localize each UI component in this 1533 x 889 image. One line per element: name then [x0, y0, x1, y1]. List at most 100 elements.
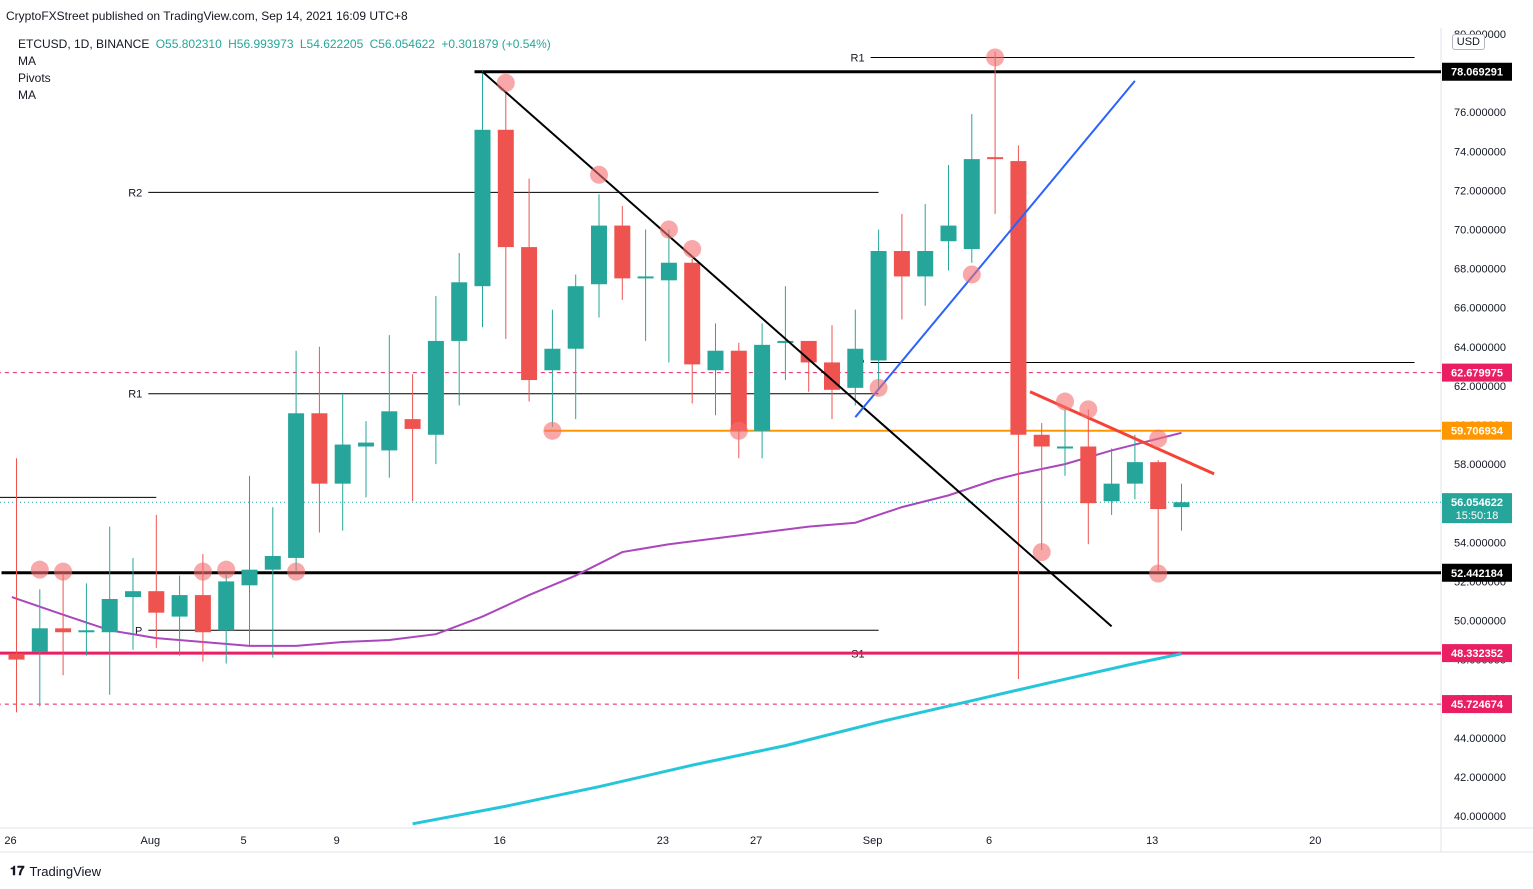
candle-body: [171, 595, 188, 617]
candle-body: [55, 628, 72, 633]
pivot-label: R1: [128, 389, 142, 401]
candle: [800, 340, 817, 392]
y-tick-label: 66.000000: [1454, 303, 1506, 315]
candle: [311, 346, 328, 533]
pivot-label: R2: [128, 187, 142, 199]
touch-marker: [683, 240, 702, 259]
y-tick-label: 68.000000: [1454, 264, 1506, 276]
candle-body: [334, 444, 351, 484]
touch-marker: [1149, 429, 1168, 448]
candle-body: [987, 157, 1004, 160]
x-tick-label: Sep: [863, 835, 883, 847]
candle-body: [31, 628, 48, 652]
candle-body: [194, 595, 211, 633]
touch-marker: [287, 562, 306, 581]
candle: [684, 258, 701, 404]
price-label-text: 78.069291: [1451, 67, 1503, 79]
candle: [171, 575, 188, 656]
ma-mid-line: [11, 431, 1182, 647]
candle-body: [1080, 446, 1097, 504]
x-tick-label: 16: [494, 835, 506, 847]
candle: [1173, 483, 1190, 531]
indicator-pivots[interactable]: Pivots: [18, 71, 51, 85]
candle-body: [358, 442, 374, 447]
candle: [963, 114, 980, 263]
candle: [334, 393, 351, 531]
candle: [847, 309, 864, 406]
candle-body: [544, 348, 561, 371]
y-tick-label: 50.000000: [1454, 616, 1506, 628]
touch-marker: [193, 562, 212, 581]
candle: [1103, 448, 1120, 515]
touch-marker: [590, 165, 608, 184]
price-label-text: 62.679975: [1451, 368, 1503, 380]
candle-body: [381, 411, 398, 451]
y-tick-label: 44.000000: [1454, 733, 1506, 745]
x-tick-label: 9: [334, 835, 340, 847]
price-label-text: 48.332352: [1451, 648, 1503, 660]
candle-body: [614, 225, 631, 279]
candle-body: [1033, 434, 1050, 447]
trendline: [481, 70, 1113, 628]
candle-body: [288, 413, 305, 558]
change-value: +0.301879 (+0.54%): [441, 37, 551, 51]
candle: [1057, 409, 1073, 476]
candle-body: [591, 225, 607, 285]
candle: [451, 252, 468, 406]
candle: [940, 164, 957, 271]
y-tick-label: 62.000000: [1454, 381, 1506, 393]
high-value: H56.993973: [228, 37, 294, 51]
candle: [125, 557, 141, 650]
touch-marker: [729, 421, 748, 440]
touch-marker: [30, 560, 49, 579]
low-value: L54.622205: [299, 37, 364, 51]
x-tick-label: 27: [750, 835, 762, 847]
touch-marker: [1056, 392, 1074, 411]
touch-marker: [496, 73, 515, 92]
touch-marker: [869, 378, 888, 397]
candle: [241, 475, 258, 646]
price-label-box: [1442, 695, 1512, 714]
candle-body: [311, 413, 328, 484]
candle: [404, 374, 421, 502]
candle: [1150, 460, 1167, 572]
candle: [754, 323, 771, 459]
candle: [358, 421, 374, 498]
price-label-box: [1442, 363, 1512, 382]
candle-body: [660, 262, 677, 281]
symbol-label[interactable]: ETCUSD, 1D, BINANCE: [18, 37, 150, 51]
candle-body: [241, 569, 258, 586]
price-label-box: [1442, 421, 1512, 440]
touch-marker: [659, 220, 678, 239]
candle-body: [567, 286, 584, 349]
indicator-ma-2[interactable]: MA: [18, 88, 36, 102]
candle: [893, 213, 910, 320]
touch-marker: [986, 48, 1005, 67]
candle-body: [1057, 446, 1073, 449]
candle-body: [101, 598, 118, 633]
candle: [55, 573, 72, 676]
touch-marker: [1149, 564, 1168, 583]
candle: [591, 194, 607, 318]
candle-body: [730, 350, 747, 431]
touch-marker: [54, 562, 73, 581]
y-tick-label: 42.000000: [1454, 772, 1506, 784]
touch-marker: [217, 560, 236, 579]
candle: [427, 295, 444, 465]
candle: [1126, 434, 1143, 500]
candle-body: [1103, 483, 1120, 502]
y-tick-label: 74.000000: [1454, 146, 1506, 158]
y-tick-label: 72.000000: [1454, 185, 1506, 197]
touch-marker: [1079, 400, 1098, 419]
currency-badge[interactable]: USD: [1451, 34, 1485, 50]
candle-body: [777, 340, 794, 343]
candle: [78, 583, 95, 656]
candle: [730, 342, 747, 459]
pivot-label: S1: [851, 649, 864, 661]
indicator-ma-1[interactable]: MA: [18, 54, 36, 68]
candle: [497, 92, 514, 339]
candle: [8, 458, 25, 713]
candle-body: [1010, 161, 1027, 435]
countdown-label-text: 15:50:18: [1456, 510, 1499, 522]
